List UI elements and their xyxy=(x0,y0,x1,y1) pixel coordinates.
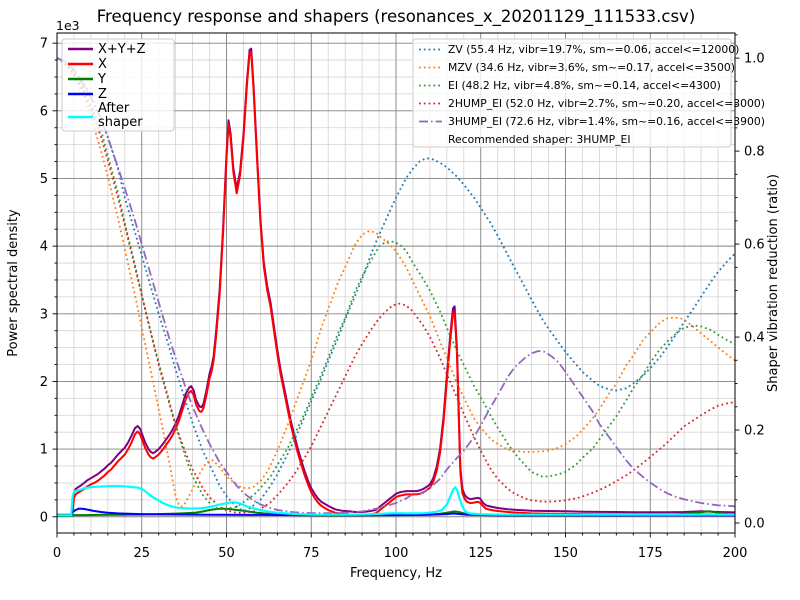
tick-label: 0.0 xyxy=(744,517,765,532)
tick-label: 0.8 xyxy=(744,145,765,160)
legend-label: ZV (55.4 Hz, vibr=19.7%, sm~=0.06, accel… xyxy=(448,43,739,56)
tick-label: 125 xyxy=(468,546,493,561)
series-lines xyxy=(57,47,735,518)
tick-label: 5 xyxy=(40,172,48,187)
legend-label: Z xyxy=(98,87,107,102)
chart-title: Frequency response and shapers (resonanc… xyxy=(97,7,696,27)
tick-label: 1.0 xyxy=(744,52,765,67)
tick-label: 2 xyxy=(40,375,48,390)
tick-label: 7 xyxy=(40,37,48,52)
tick-label: 3 xyxy=(40,307,48,322)
legend-label: 2HUMP_EI (52.0 Hz, vibr=2.7%, sm~=0.20, … xyxy=(448,97,765,110)
tick-label: 0.4 xyxy=(744,331,765,346)
tick-label: 0 xyxy=(53,546,61,561)
series-ei xyxy=(57,57,735,510)
legend-shapers: ZV (55.4 Hz, vibr=19.7%, sm~=0.06, accel… xyxy=(412,38,765,148)
legend-label: X xyxy=(98,57,107,72)
tick-marks xyxy=(52,34,740,538)
tick-label: 0.6 xyxy=(744,238,765,253)
recommended-shaper-label: Recommended shaper: 3HUMP_EI xyxy=(448,133,631,146)
legend-label: MZV (34.6 Hz, vibr=3.6%, sm~=0.17, accel… xyxy=(448,61,735,74)
series-3hump_ei xyxy=(57,57,735,515)
tick-label: 175 xyxy=(638,546,663,561)
tick-labels: 0 25 50 75 100 125 150 175 200 0 1 2 3 4 5 6 7 0.0 0.2 0.4 0… xyxy=(40,37,765,561)
legend-label: After xyxy=(98,101,130,116)
series-zv xyxy=(57,57,735,512)
tick-label: 100 xyxy=(384,546,409,561)
tick-label: 200 xyxy=(723,546,748,561)
series-after-shaper xyxy=(57,484,735,517)
legend-label: 3HUMP_EI (72.6 Hz, vibr=1.4%, sm~=0.16, … xyxy=(448,115,765,128)
legend-box xyxy=(61,38,175,132)
tick-label: 1 xyxy=(40,443,48,458)
legend-box xyxy=(412,38,732,148)
legend-label: Y xyxy=(97,72,106,87)
y-axis-label-left: Power spectral density xyxy=(6,209,21,357)
axis-offset-label: 1e3 xyxy=(56,18,80,33)
y-axis-label-right: Shaper vibration reduction (ratio) xyxy=(766,174,781,392)
tick-label: 75 xyxy=(303,546,320,561)
legend-label: EI (48.2 Hz, vibr=4.8%, sm~=0.14, accel<… xyxy=(448,79,721,92)
tick-label: 0 xyxy=(40,510,48,525)
legend-label: X+Y+Z xyxy=(98,42,146,57)
legend-label: shaper xyxy=(98,115,143,130)
series-mzv xyxy=(57,57,735,508)
tick-label: 50 xyxy=(218,546,235,561)
tick-label: 4 xyxy=(40,240,48,255)
tick-label: 150 xyxy=(553,546,578,561)
tick-label: 0.2 xyxy=(744,424,765,439)
tick-label: 6 xyxy=(40,104,48,119)
tick-label: 25 xyxy=(133,546,150,561)
series-2hump_ei xyxy=(57,57,735,514)
x-axis-label: Frequency, Hz xyxy=(350,566,442,581)
series-x xyxy=(57,50,735,517)
